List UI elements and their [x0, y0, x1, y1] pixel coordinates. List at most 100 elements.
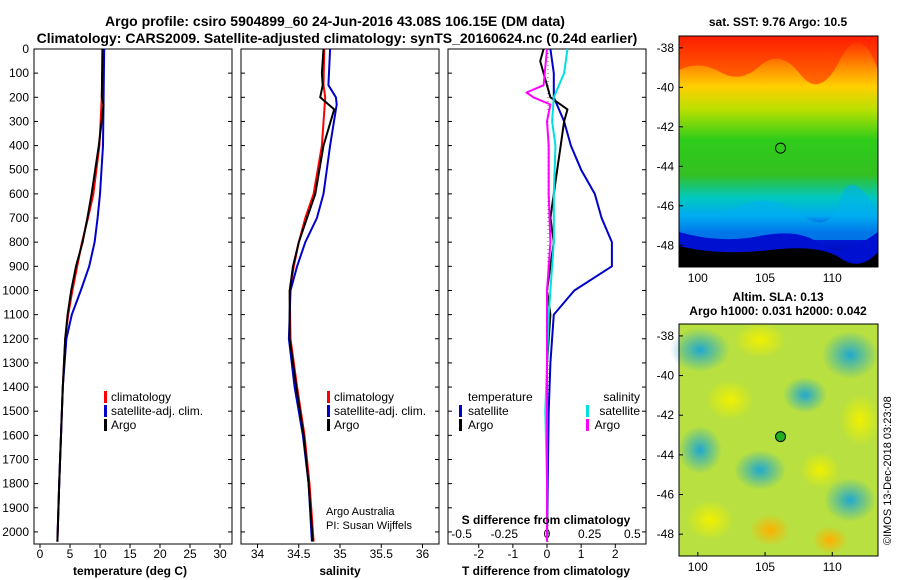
lat-tick-label: -38 — [657, 329, 675, 343]
depth-tick-label: 700 — [9, 211, 29, 225]
sla-eddy — [734, 322, 786, 358]
legend-header-temperature: temperature — [468, 390, 533, 404]
sla-map-title-line2: Argo h1000: 0.031 h2000: 0.042 — [689, 304, 867, 318]
sla-eddy — [750, 514, 790, 546]
depth-tick-label: 0 — [22, 42, 29, 56]
s-difference-axis-ticks: -0.5 -0.25 0 0.25 0.5 — [451, 527, 641, 541]
legend-swatch-s-argo — [586, 419, 589, 431]
lat-tick-label: -46 — [657, 199, 675, 213]
legend-label-climatology: climatology — [334, 390, 394, 404]
depth-tick-label: 1100 — [3, 308, 29, 322]
lat-tick-label: -40 — [657, 369, 675, 383]
x-tick-label: 34.5 — [287, 547, 311, 561]
lat-tick-label: -48 — [657, 238, 675, 252]
depth-tick-label: 100 — [9, 66, 29, 80]
depth-tick-label: 1800 — [2, 477, 29, 491]
legend-swatch-climatology — [327, 391, 330, 403]
lat-tick-label: -42 — [657, 408, 675, 422]
x-tick-label: 1 — [578, 547, 585, 561]
legend-label-argo: Argo — [111, 418, 137, 432]
legend-swatch-argo — [327, 419, 330, 431]
figure-title-line2: Climatology: CARS2009. Satellite-adjuste… — [37, 30, 638, 46]
temperature-plot-frame — [33, 48, 233, 545]
sla-eddy — [686, 500, 734, 540]
depth-tick-label: 200 — [9, 90, 29, 104]
temperature-panel: 0100200300400500600700800900100011001200… — [2, 42, 233, 578]
temperature-axis-ticks: 0 5 10 15 20 25 30 — [37, 544, 227, 561]
legend-swatch-climatology — [104, 391, 107, 403]
legend-swatch-s-satellite — [586, 405, 589, 417]
legend-label-satellite: satellite-adj. clim. — [111, 404, 203, 418]
lat-tick-label: -42 — [657, 120, 675, 134]
sla-eddies — [670, 322, 880, 554]
sla-map: Altim. SLA: 0.13 Argo h1000: 0.031 h2000… — [657, 290, 880, 574]
sst-longitude-ticks: 100 105 110 — [688, 263, 842, 285]
figure-title-line1: Argo profile: csiro 5904899_60 24-Jun-20… — [105, 13, 565, 29]
legend-swatch-satellite — [104, 405, 107, 417]
sst-argo-location-marker — [775, 142, 787, 154]
x-tick-label: -1 — [508, 547, 519, 561]
depth-tick-label: 400 — [9, 139, 29, 153]
x-tick-label: 25 — [183, 547, 197, 561]
lon-tick-label: 100 — [688, 560, 708, 574]
lon-tick-label: 110 — [823, 560, 842, 574]
sla-eddy — [670, 328, 730, 372]
salinity-axis-label: salinity — [319, 564, 361, 578]
difference-series — [525, 49, 613, 542]
sla-argo-location-marker — [775, 431, 787, 443]
legend-label-t-argo: Argo — [468, 418, 494, 432]
sla-map-frame — [678, 323, 879, 557]
x-tick-label: 5 — [67, 547, 74, 561]
depth-tick-label: 900 — [9, 259, 29, 273]
sla-eddy — [812, 526, 848, 554]
depth-tick-label: 500 — [9, 163, 29, 177]
lat-tick-label: -38 — [657, 41, 675, 55]
x-tick-label: 15 — [123, 547, 137, 561]
legend-label-t-satellite: satellite — [468, 404, 509, 418]
lat-tick-label: -44 — [657, 448, 675, 462]
series-line-climatology — [56, 49, 104, 542]
lat-tick-label: -46 — [657, 488, 675, 502]
t-difference-axis-ticks: -2 -1 0 1 2 — [473, 544, 619, 561]
lat-tick-label: -44 — [657, 159, 675, 173]
sla-eddy — [800, 452, 840, 488]
series-line-satellite-adj-clim- — [287, 49, 338, 542]
timestamp: ©IMOS 13-Dec-2018 03:23:08 — [882, 396, 894, 545]
s-diff-tick-label: 0.5 — [624, 527, 641, 541]
legend-label-s-argo: Argo — [595, 418, 621, 432]
temperature-axis-label: temperature (deg C) — [73, 564, 187, 578]
sla-longitude-ticks: 100 105 110 — [688, 552, 842, 574]
sla-latitude-ticks: -38 -40 -42 -44 -46 -48 — [657, 329, 683, 541]
depth-tick-label: 1500 — [2, 404, 29, 418]
depth-tick-label: 1300 — [2, 356, 29, 370]
series-line-t-argo — [539, 49, 569, 542]
difference-panel: -2 -1 0 1 2 -0.5 -0.25 0 0.25 0.5 T difference f… — [447, 48, 647, 578]
credit-line2: PI: Susan Wijffels — [326, 520, 412, 532]
salinity-axis-ticks: 34 34.5 35 35.5 36 — [251, 544, 429, 561]
sla-eddy — [840, 394, 880, 446]
x-tick-label: 0 — [544, 547, 551, 561]
temperature-legend: climatology satellite-adj. clim. Argo — [104, 390, 203, 432]
sla-map-title-line1: Altim. SLA: 0.13 — [732, 290, 824, 304]
s-diff-tick-label: 0.25 — [578, 527, 602, 541]
legend-label-satellite: satellite-adj. clim. — [334, 404, 426, 418]
sst-map-frame — [678, 35, 879, 268]
depth-axis-ticks: 0 100 200 300 400 500 600 700 800 900 1000 1100 1200… — [2, 42, 232, 539]
x-tick-label: 35 — [333, 547, 347, 561]
depth-tick-label: 800 — [9, 235, 29, 249]
sst-map-title: sat. SST: 9.76 Argo: 10.5 — [709, 15, 848, 29]
depth-tick-label: 1700 — [2, 452, 29, 466]
sst-warm-front — [679, 36, 878, 85]
lon-tick-label: 100 — [688, 271, 708, 285]
salinity-panel: 34 34.5 35 35.5 36 salinity climatology sate… — [240, 48, 440, 578]
depth-tick-label: 1600 — [2, 428, 29, 442]
x-tick-label: 34 — [251, 547, 265, 561]
legend-label-climatology: climatology — [111, 390, 171, 404]
sst-cold-band — [679, 246, 878, 267]
lon-tick-label: 105 — [755, 560, 775, 574]
sla-eddy — [734, 450, 786, 490]
sst-latitude-ticks: -38 -40 -42 -44 -46 -48 — [657, 41, 683, 252]
legend-swatch-t-satellite — [459, 405, 462, 417]
legend-swatch-satellite — [327, 405, 330, 417]
